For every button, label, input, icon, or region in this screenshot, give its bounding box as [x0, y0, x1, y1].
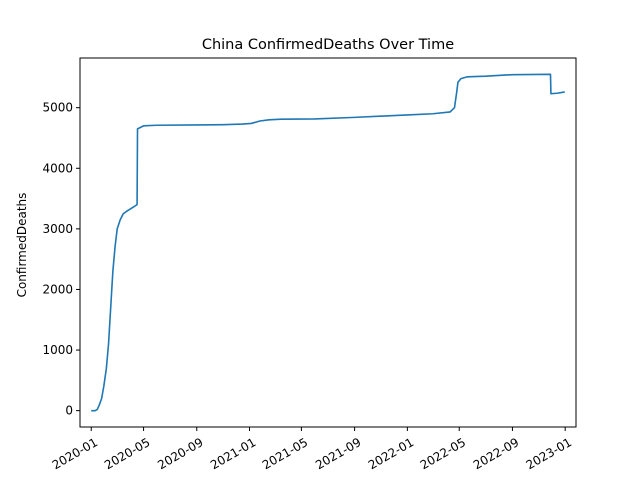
- y-axis: 0 1000 2000 3000 4000 5000: [42, 101, 80, 418]
- y-tick-label: 5000: [42, 101, 73, 115]
- x-axis: 2020-01 2020-05 2020-09 2021-01 2021-05 2021-…: [50, 427, 574, 472]
- y-tick-label: 0: [65, 404, 73, 418]
- chart-title: China ConfirmedDeaths Over Time: [202, 37, 454, 53]
- x-tick-label: 2021-05: [260, 435, 310, 472]
- x-tick-label: 2021-01: [208, 435, 258, 472]
- x-tick-label: 2022-05: [418, 435, 468, 472]
- x-tick-label: 2020-05: [102, 435, 152, 472]
- x-tick-label: 2020-09: [155, 435, 205, 472]
- plot-frame: [79, 57, 577, 428]
- y-axis-label: ConfirmedDeaths: [15, 193, 29, 298]
- x-tick-label: 2020-01: [50, 435, 100, 472]
- series-line-0: [91, 73, 565, 412]
- x-tick-label: 2022-01: [366, 435, 416, 472]
- y-tick-label: 4000: [42, 161, 73, 175]
- series-group: [91, 73, 565, 412]
- x-tick-label: 2021-09: [313, 435, 363, 472]
- x-tick-label: 2022-09: [471, 435, 521, 472]
- y-tick-label: 2000: [42, 282, 73, 296]
- x-tick-label: 2023-01: [524, 435, 574, 472]
- y-tick-label: 1000: [42, 343, 73, 357]
- y-tick-label: 3000: [42, 222, 73, 236]
